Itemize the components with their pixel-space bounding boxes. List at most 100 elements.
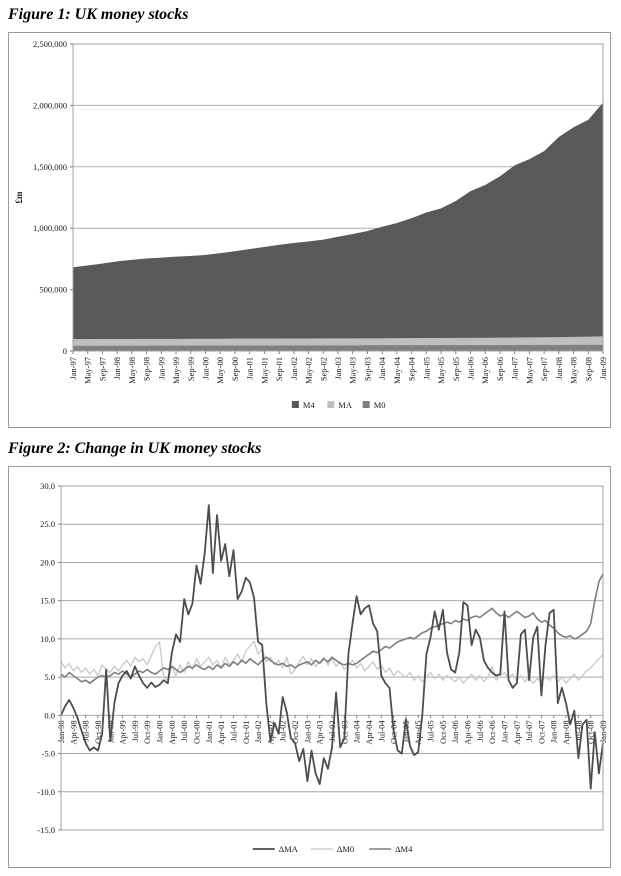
- x-tick-label: Jan-08: [554, 357, 564, 380]
- x-tick-label: Apr-08: [561, 720, 571, 744]
- x-tick-label: Jul-03: [327, 720, 337, 741]
- x-tick-label: Apr-00: [167, 720, 177, 744]
- y-tick-label: 2,500,000: [33, 39, 67, 49]
- legend-swatch-M0: [362, 401, 370, 408]
- x-tick-label: Sep-97: [97, 357, 107, 381]
- x-tick-label: Sep-06: [495, 357, 505, 381]
- legend: M4 MA M0: [291, 400, 386, 410]
- y-tick-label: -10.0: [37, 787, 55, 797]
- y-tick-label: 0: [63, 346, 67, 356]
- y-tick-label: 30.0: [40, 481, 55, 491]
- legend-item-MA: MA: [327, 400, 353, 410]
- legend-label: ΔMA: [279, 844, 299, 854]
- x-tick-label: Jan-05: [421, 357, 431, 380]
- legend-item-M4: M4: [291, 400, 315, 410]
- y-tick-label: -15.0: [37, 825, 55, 835]
- x-tick-label: May-98: [127, 357, 137, 384]
- x-tick-label: Apr-04: [364, 720, 374, 745]
- x-tick-label: Apr-03: [315, 720, 325, 744]
- y-axis-title: £m: [14, 191, 24, 204]
- x-tick-label: Jul-98: [81, 720, 91, 741]
- series-M0: [72, 344, 604, 352]
- x-tick-label: Jan-09: [598, 357, 608, 380]
- x-tick-label: Jul-06: [475, 720, 485, 741]
- x-tick-label: Jan-00: [155, 720, 165, 743]
- legend-item-M0: M0: [362, 400, 386, 410]
- y-tick-label: 10.0: [40, 634, 55, 644]
- legend-swatch-MA: [327, 401, 335, 408]
- x-tick-label: May-01: [259, 357, 269, 384]
- figure1-chart-svg: 0 500,000 1,000,000 1,500,000 2,000,000 2,500…: [14, 39, 608, 410]
- x-tick-label: Oct-01: [241, 720, 251, 744]
- x-tick-label: Jan-01: [204, 720, 214, 743]
- plot-border: [72, 43, 604, 352]
- x-tick-label: Jan-02: [253, 720, 263, 743]
- figure2-chart-svg: -15.0 -10.0 -5.0 0.0 5.0 10.0 15.0 20.0 25.0 30.0…: [37, 481, 608, 854]
- x-tick-label: Jan-97: [68, 357, 78, 380]
- x-axis-labels: Jan-97 May-97 Sep-97 Jan-98 May-98 Sep-98 Jan-…: [68, 351, 608, 384]
- x-tick-label: Sep-07: [539, 357, 549, 381]
- x-tick-label: Jan-06: [466, 357, 476, 380]
- y-tick-label: 1,000,000: [33, 223, 67, 233]
- x-tick-label: Jan-03: [302, 720, 312, 743]
- y-tick-label: 15.0: [40, 596, 55, 606]
- x-tick-label: Oct-07: [536, 720, 546, 744]
- x-tick-label: May-06: [480, 357, 490, 384]
- x-tick-label: Sep-02: [318, 357, 328, 381]
- figure2-title: Figure 2: Change in UK money stocks: [8, 440, 262, 457]
- y-tick-label: 500,000: [39, 285, 67, 295]
- legend-item-ΔMA: ΔMA: [252, 844, 299, 854]
- x-tick-label: May-03: [348, 357, 358, 384]
- x-tick-label: Jan-00: [201, 357, 211, 380]
- x-tick-label: Jan-02: [289, 357, 299, 380]
- x-tick-label: Apr-06: [463, 720, 473, 744]
- x-tick-label: Jan-01: [245, 357, 255, 380]
- x-tick-label: Sep-03: [362, 357, 372, 381]
- y-tick-label: 20.0: [40, 557, 55, 567]
- y-tick-label: 5.0: [44, 672, 55, 682]
- x-tick-label: Apr-02: [265, 720, 275, 744]
- x-tick-label: Jul-02: [278, 720, 288, 741]
- figure1-chart: 0 500,000 1,000,000 1,500,000 2,000,000 2,500…: [8, 32, 611, 428]
- x-tick-label: Oct-00: [192, 720, 202, 744]
- x-tick-label: Apr-98: [68, 720, 78, 744]
- x-tick-label: Oct-08: [586, 720, 596, 744]
- x-tick-label: May-04: [392, 356, 402, 384]
- x-tick-label: Jan-08: [549, 720, 559, 743]
- series-ΔM4: [60, 573, 604, 684]
- line-series: [60, 504, 604, 790]
- x-tick-label: Apr-01: [216, 720, 226, 744]
- x-tick-label: Jan-04: [377, 356, 387, 379]
- x-tick-label: Jan-04: [352, 720, 362, 743]
- x-tick-label: May-08: [569, 357, 579, 384]
- x-tick-label: Jul-05: [426, 720, 436, 741]
- legend-label: M0: [374, 400, 386, 410]
- x-tick-label: May-99: [171, 357, 181, 384]
- x-tick-label: Sep-05: [451, 357, 461, 381]
- y-tick-label: 1,500,000: [33, 162, 67, 172]
- x-tick-label: Jan-98: [112, 357, 122, 380]
- x-tick-label: Jan-07: [510, 357, 520, 380]
- x-tick-label: Jul-01: [228, 720, 238, 741]
- plot-border: [60, 485, 604, 831]
- x-tick-label: Jan-06: [450, 720, 460, 743]
- series-M4: [72, 102, 604, 352]
- legend-label: ΔM0: [337, 844, 354, 854]
- y-tick-label: 25.0: [40, 519, 55, 529]
- figure2-chart: -15.0 -10.0 -5.0 0.0 5.0 10.0 15.0 20.0 25.0 30.0…: [8, 466, 611, 868]
- x-tick-label: Sep-98: [142, 357, 152, 381]
- legend-label: MA: [338, 400, 353, 410]
- x-tick-label: Jul-00: [179, 720, 189, 741]
- x-tick-label: Apr-07: [512, 720, 522, 744]
- x-tick-label: Apr-05: [413, 720, 423, 744]
- x-tick-label: Oct-06: [487, 720, 497, 744]
- y-tick-label: 0.0: [44, 710, 55, 720]
- x-tick-label: Apr-99: [118, 720, 128, 744]
- x-tick-label: May-07: [524, 357, 534, 384]
- x-tick-label: Oct-05: [438, 720, 448, 744]
- legend-item-ΔM0: ΔM0: [310, 844, 354, 854]
- x-tick-label: Sep-00: [230, 357, 240, 381]
- x-tick-label: Jan-07: [499, 720, 509, 743]
- x-tick-label: Jul-07: [524, 720, 534, 741]
- legend: ΔMA ΔM0 ΔM4: [252, 844, 413, 854]
